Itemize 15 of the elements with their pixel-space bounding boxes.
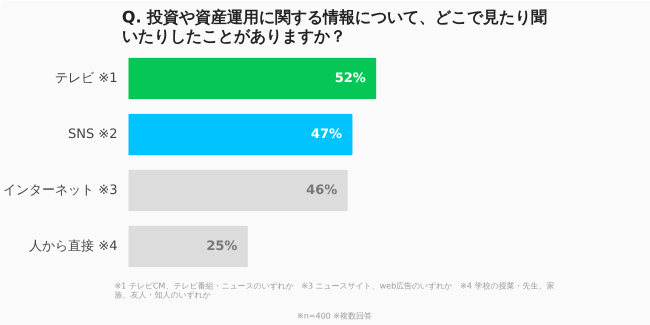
data-label: 47% [310,127,342,142]
bar [128,170,348,212]
text: ※1 テレビCM、テレビ番組・ニュースのいずれか ※3 ニュースサイト、web広告のいずれか ※4 学校の授業・先生、家族、友人・知人のいずれか [114,282,555,300]
text: ※n=400 ※複数回答 [297,312,372,320]
data-label: 25% [206,239,238,254]
data-label: 52% [334,71,366,86]
y-tick-label: 人から直接 ※4 [29,239,118,254]
y-tick-label: SNS ※2 [68,127,118,142]
bar [128,226,248,268]
y-tick-label: テレビ ※1 [55,71,118,86]
y-tick-label: インターネット ※3 [3,183,118,198]
data-label: 46% [306,183,338,198]
chart-title: Q. 投資や資産運用に関する情報について、どこで見たり聞いたりしたことがありますか？ [122,8,548,46]
bar [128,114,352,156]
bar [128,58,376,100]
